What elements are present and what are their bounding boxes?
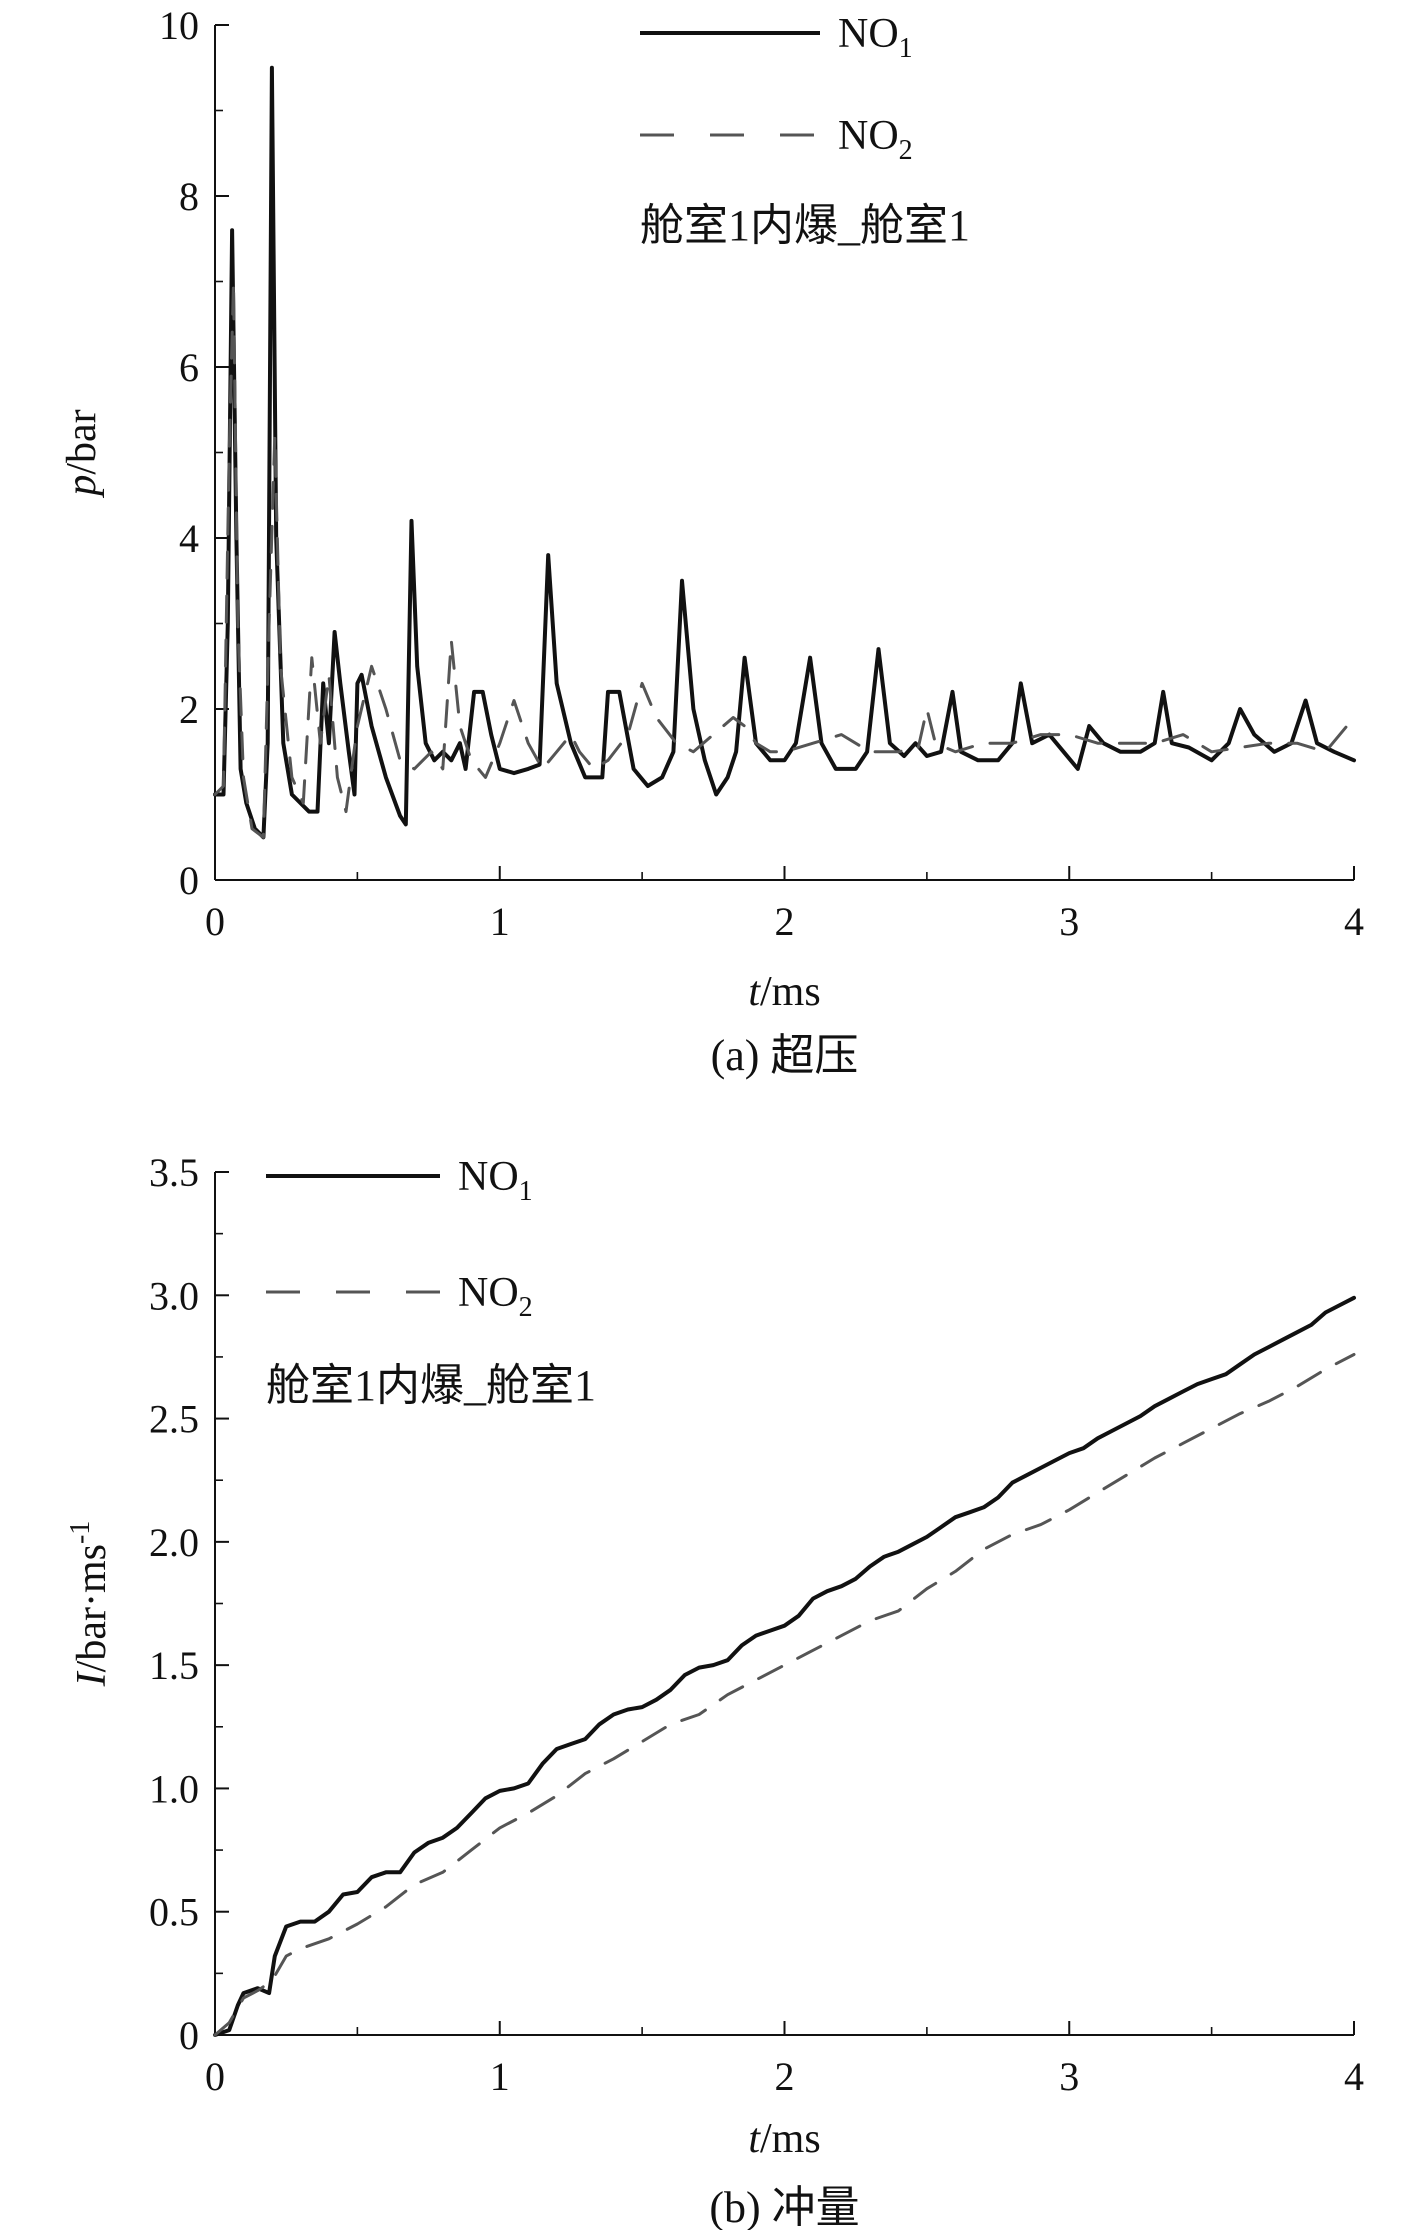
x-axis-label-unit: /ms: [760, 2116, 821, 2162]
x-axis-label-var: t: [748, 969, 761, 1015]
x-tick-label: 3: [1059, 899, 1079, 944]
chart-annotation: 舱室1内爆_舱室1: [640, 201, 970, 250]
x-axis-label: t/ms: [748, 2116, 820, 2162]
legend-label-no2: NO2: [458, 1270, 533, 1323]
x-tick-label: 0: [205, 2054, 225, 2099]
legend-label-base: NO: [458, 1270, 519, 1316]
x-axis-label: t/ms: [748, 969, 820, 1015]
y-tick-label: 0: [179, 2013, 199, 2058]
panel-label: (b) 冲量: [709, 2183, 859, 2230]
y-tick-label: 2.0: [149, 1520, 199, 1565]
x-tick-label: 4: [1344, 899, 1364, 944]
x-tick-label: 2: [775, 2054, 795, 2099]
y-tick-label: 4: [179, 516, 199, 561]
legend-label-no1: NO1: [838, 11, 913, 64]
legend-label-base: NO: [838, 113, 899, 159]
x-tick-label: 1: [490, 2054, 510, 2099]
y-tick-label: 1.0: [149, 1766, 199, 1811]
y-axis-label: I/bar·ms-1: [65, 1521, 115, 1688]
y-axis-label: p/bar: [59, 409, 105, 498]
y-tick-label: 1.5: [149, 1643, 199, 1688]
legend-label-base: NO: [838, 11, 899, 57]
y-tick-label: 10: [159, 3, 199, 48]
legend-label-sub: 2: [519, 1292, 533, 1323]
y-tick-label: 3.5: [149, 1150, 199, 1195]
legend-label-sub: 1: [899, 33, 913, 64]
y-axis-label-var: p: [59, 475, 105, 499]
legend-label-sub: 1: [519, 1176, 533, 1207]
x-tick-label: 1: [490, 899, 510, 944]
y-axis-label-unit: /bar·ms: [69, 1544, 115, 1672]
series-line-no2: [213, 280, 1356, 839]
x-axis-label-unit: /ms: [760, 969, 821, 1015]
y-tick-label: 2: [179, 687, 199, 732]
legend-label-no2: NO2: [838, 113, 913, 166]
y-tick-label: 3.0: [149, 1273, 199, 1318]
x-axis-label-var: t: [748, 2116, 761, 2162]
panel-label: (a) 超压: [711, 1031, 859, 1080]
x-tick-label: 4: [1344, 2054, 1364, 2099]
x-tick-label: 0: [205, 899, 225, 944]
y-tick-label: 0: [179, 858, 199, 903]
legend-label-base: NO: [458, 1154, 519, 1200]
legend-label-sub: 2: [899, 135, 913, 166]
y-tick-label: 6: [179, 345, 199, 390]
x-tick-label: 2: [775, 899, 795, 944]
chart-panel-b: 0 0.5 1.0 1.5 2.0 2.5 3.0 3.5 0 1 2 3 4 t/ms I/bar·ms-…: [65, 1150, 1364, 2230]
y-axis-label-sup: -1: [65, 1521, 96, 1544]
y-tick-label: 8: [179, 174, 199, 219]
y-tick-label: 0.5: [149, 1890, 199, 1935]
chart-annotation: 舱室1内爆_舱室1: [266, 1361, 596, 1410]
series-line-no1: [213, 65, 1356, 840]
x-tick-label: 3: [1059, 2054, 1079, 2099]
series-line-no2: [213, 1353, 1356, 2037]
y-tick-label: 2.5: [149, 1397, 199, 1442]
y-axis-label-unit: /bar: [59, 409, 105, 474]
y-axis-label-var: I: [69, 1670, 115, 1687]
legend-label-no1: NO1: [458, 1154, 533, 1207]
series-line-no1: [213, 1295, 1356, 2037]
